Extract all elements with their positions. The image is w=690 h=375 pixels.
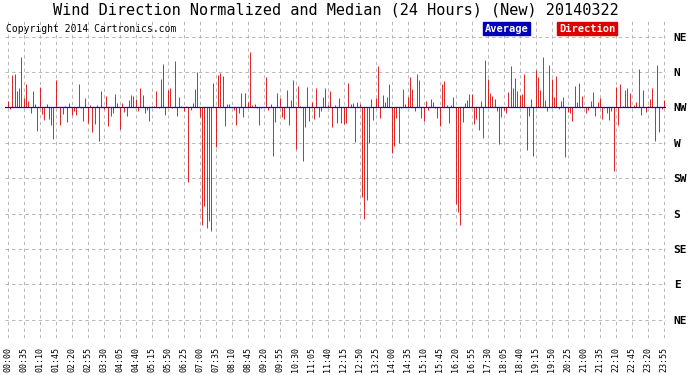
Text: Average: Average bbox=[484, 24, 528, 34]
Text: Direction: Direction bbox=[559, 24, 615, 34]
Text: Copyright 2014 Cartronics.com: Copyright 2014 Cartronics.com bbox=[6, 24, 177, 34]
Title: Wind Direction Normalized and Median (24 Hours) (New) 20140322: Wind Direction Normalized and Median (24… bbox=[53, 3, 619, 18]
